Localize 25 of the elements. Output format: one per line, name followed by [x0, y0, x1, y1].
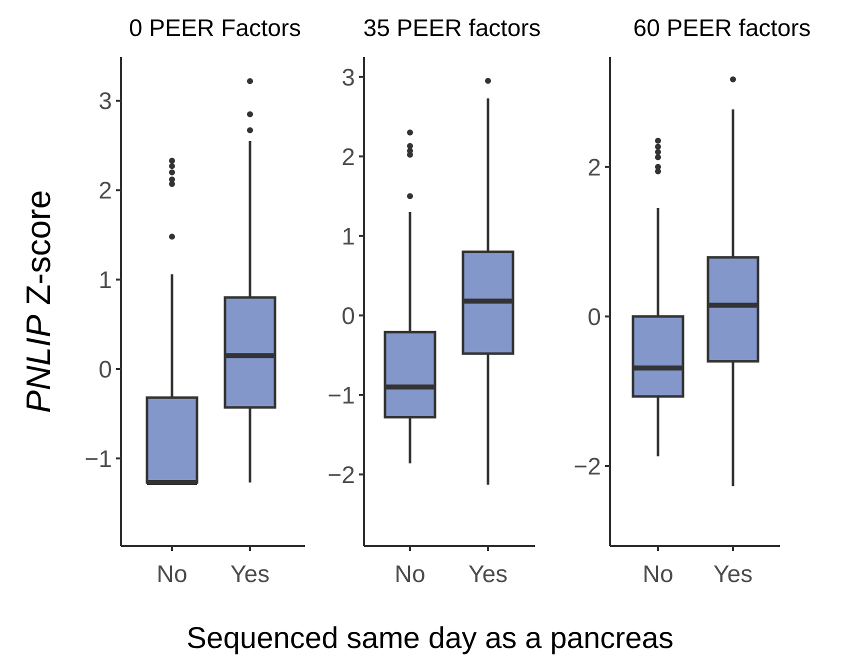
y-tick-label: −2	[328, 462, 355, 489]
y-tick-label: 0	[98, 356, 112, 384]
chart-title: 35 PEER factors	[363, 15, 541, 42]
x-axis-title: Sequenced same day as a pancreas	[186, 622, 674, 655]
y-tick-label: 1	[98, 267, 112, 294]
y-tick-label: 2	[588, 154, 601, 182]
x-tick-label: No	[156, 561, 188, 588]
x-tick-label: No	[394, 561, 426, 588]
chart-title: 60 PEER factors	[633, 15, 811, 42]
y-tick-label: −1	[84, 446, 112, 473]
y-axis-title: PNLIP Z-score	[20, 190, 58, 413]
y-tick-label: −1	[328, 382, 355, 410]
y-tick-label: 1	[342, 223, 355, 250]
y-tick-label: −2	[574, 453, 601, 480]
y-tick-label: 0	[342, 302, 355, 330]
y-tick-label: 2	[98, 178, 112, 205]
x-tick-label: Yes	[713, 561, 753, 588]
x-tick-label: Yes	[468, 561, 508, 588]
x-tick-label: No	[642, 561, 674, 588]
y-tick-label: 3	[342, 64, 355, 92]
chart-title: 0 PEER Factors	[128, 15, 302, 42]
x-tick-label: Yes	[230, 561, 270, 588]
y-tick-label: 3	[98, 88, 112, 116]
y-tick-label: 2	[342, 144, 355, 171]
y-tick-label: 0	[588, 304, 601, 331]
